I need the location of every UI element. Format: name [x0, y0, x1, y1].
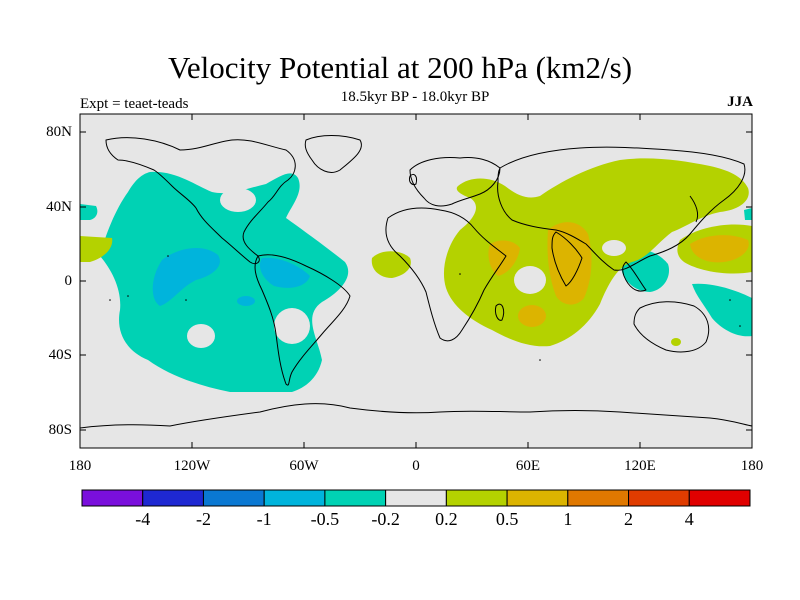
neutral-hole-chile	[274, 308, 310, 344]
colorbar-label: -1	[256, 509, 272, 529]
colorbar-label: 1	[563, 509, 573, 529]
anomaly-center-india	[547, 222, 592, 305]
neutral-holes	[187, 188, 310, 348]
y-label-80n: 80N	[46, 124, 72, 140]
x-label-180w: 180	[68, 458, 92, 474]
season-label: JJA	[727, 94, 753, 110]
colorbar-swatch	[324, 489, 387, 507]
islands	[109, 255, 741, 361]
anomaly-center-pacific	[152, 247, 220, 306]
coast-antarctica	[80, 403, 752, 429]
experiment-label: Expt = teaet-teads	[80, 96, 189, 112]
coast-uk	[409, 173, 417, 185]
plot-subtitle: 18.5kyr BP - 18.0kyr BP	[340, 89, 490, 105]
colorbar-swatch	[628, 489, 690, 507]
y-label-40s: 40S	[48, 347, 72, 363]
colorbar-swatch	[263, 489, 326, 507]
colorbar-label: -2	[195, 509, 211, 529]
coast-japan	[689, 195, 699, 223]
anomaly-region-australia-small	[671, 338, 681, 346]
anomaly-center-brazil	[259, 257, 310, 288]
island	[739, 325, 741, 327]
map-panel	[80, 114, 752, 448]
coast-europe	[409, 157, 501, 207]
x-label-0: 0	[412, 458, 420, 474]
neutral-hole-asia	[602, 240, 626, 256]
island	[109, 299, 111, 301]
x-label-120e: 120E	[624, 458, 656, 474]
colorbar-label: -0.5	[310, 509, 340, 529]
x-label-120w: 120W	[173, 458, 211, 474]
coast-madagascar	[495, 303, 505, 321]
colorbar-swatch	[567, 489, 630, 507]
coast-india	[551, 231, 583, 287]
axis-ticks	[79, 114, 753, 448]
anomaly-region-west-africa	[371, 251, 411, 278]
coast-africa	[385, 207, 507, 342]
anomaly-region-afro-eurasia	[443, 158, 749, 347]
island	[127, 295, 129, 297]
plot-title: Velocity Potential at 200 hPa (km2/s)	[167, 50, 633, 85]
island	[167, 255, 169, 257]
y-label-0: 0	[64, 273, 73, 289]
colorbar-label: -0.2	[371, 509, 400, 529]
colorbar-swatch	[81, 489, 144, 507]
coast-asia	[497, 146, 746, 271]
island	[459, 273, 461, 275]
neutral-hole-north	[220, 188, 256, 212]
neutral-hole-africa	[514, 266, 546, 294]
island	[539, 359, 541, 361]
colorbar-swatch	[202, 489, 265, 507]
colorbar-label: 2	[624, 509, 634, 529]
anomaly-center-small	[237, 296, 255, 306]
coast-southeast-asia	[622, 261, 647, 292]
x-label-60e: 60E	[515, 458, 541, 474]
anomaly-center-south	[518, 305, 546, 327]
colorbar-swatch	[142, 489, 204, 507]
coast-south-america	[254, 254, 351, 386]
anomaly-region-west-pacific-edge	[80, 236, 113, 262]
coast-greenland	[304, 135, 362, 173]
island	[729, 299, 731, 301]
colorbar-label: -4	[135, 509, 151, 529]
neutral-holes-east	[514, 240, 626, 294]
anomaly-region-east-edge	[744, 208, 752, 220]
colorbar-label: 0.2	[435, 509, 458, 529]
coast-australia	[633, 301, 710, 353]
colorbar	[81, 489, 751, 507]
colorbar-label: 0.5	[495, 509, 519, 529]
x-label-60w: 60W	[289, 458, 319, 474]
neutral-hole-south	[187, 324, 215, 348]
colorbar-swatch	[385, 489, 447, 507]
colorbar-swatch	[506, 489, 569, 507]
island	[185, 299, 187, 301]
y-label-80s: 80S	[48, 422, 72, 438]
colorbar-label: 4	[684, 509, 694, 529]
x-label-180e: 180	[740, 458, 764, 474]
anomaly-center-pacific-east	[690, 235, 749, 263]
colorbar-swatch	[688, 489, 751, 507]
anomaly-region-west-pacific	[692, 283, 752, 337]
coastlines	[80, 135, 752, 429]
anomaly-region-west-edge	[80, 204, 98, 220]
colorbar-swatch	[445, 489, 508, 507]
y-label-40n: 40N	[46, 199, 72, 215]
negative-mid-regions	[152, 247, 310, 306]
